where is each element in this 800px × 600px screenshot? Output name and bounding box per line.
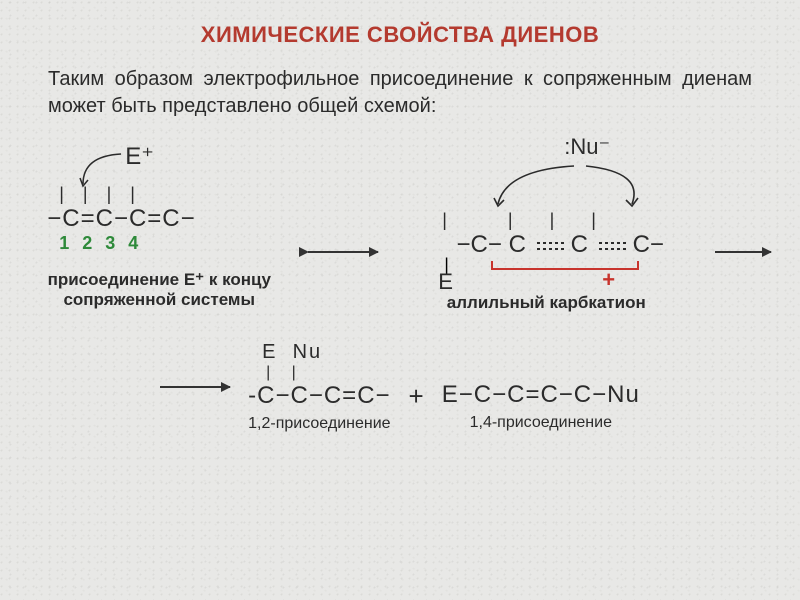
product-12: E Nu | | -C−C−C=C− 1,2-присоединение	[248, 341, 390, 433]
p12-top-labels: E Nu	[262, 341, 390, 364]
page-title: ХИМИЧЕСКИЕ СВОЙСТВА ДИЕНОВ	[0, 0, 800, 48]
intro-text: Таким образом электрофильное присоединен…	[0, 48, 800, 120]
e-plus-label: E⁺	[125, 142, 154, 171]
product-14: E−C−C=C−C−Nu 1,4-присоединение	[442, 343, 640, 432]
p12-caption: 1,2-присоединение	[248, 414, 390, 433]
nu-curved-arrows-icon	[396, 164, 696, 210]
p12-ticks: | |	[266, 364, 390, 382]
diene-carbon-numbers: 1 2 3 4	[59, 233, 289, 254]
reaction-arrow-icon	[308, 251, 378, 253]
p12-formula: -C−C−C=C−	[248, 382, 390, 410]
carbocation-plus: +	[602, 267, 615, 293]
step1-caption-line1: присоединение E⁺ к концу	[48, 270, 271, 289]
diene-formula: −C=C−C=C−	[47, 205, 289, 233]
products-plus: +	[409, 363, 424, 412]
bracket-icon	[490, 259, 640, 277]
diene-structure: E⁺ | | | | −C=C−C=C− 1 2 3 4 присоединен…	[29, 144, 289, 311]
reaction-arrow-icon	[160, 386, 230, 388]
p14-formula: E−C−C=C−C−Nu	[442, 381, 640, 409]
step1-caption: присоединение E⁺ к концу сопряженной сис…	[29, 270, 289, 311]
allyl-c2: − C	[488, 231, 526, 258]
products-row: E Nu | | -C−C−C=C− 1,2-присоединение + E…	[0, 341, 800, 433]
curved-arrow-icon	[75, 150, 127, 190]
scheme-row: E⁺ | | | | −C=C−C=C− 1 2 3 4 присоединен…	[0, 134, 800, 313]
step1-caption-line2: сопряженной системы	[63, 290, 255, 309]
dotted-bond-icon	[597, 239, 631, 253]
p14-caption: 1,4-присоединение	[442, 413, 640, 432]
allyl-formula: −C− C C C−	[457, 231, 664, 259]
reaction-arrow-icon	[715, 251, 771, 253]
step2-caption: аллильный карбкатион	[396, 293, 696, 313]
e-below-label: E	[438, 269, 453, 295]
carbocation-ticks: | | | |	[442, 210, 696, 231]
dotted-bond-icon	[535, 239, 569, 253]
carbocation-structure: :Nu⁻ | | | | −C− C C C−	[396, 144, 696, 313]
allyl-c4: C−	[633, 231, 664, 258]
nu-label: :Nu⁻	[564, 134, 610, 160]
allyl-c3: C	[571, 231, 588, 258]
allyl-c1: −C	[457, 231, 488, 258]
